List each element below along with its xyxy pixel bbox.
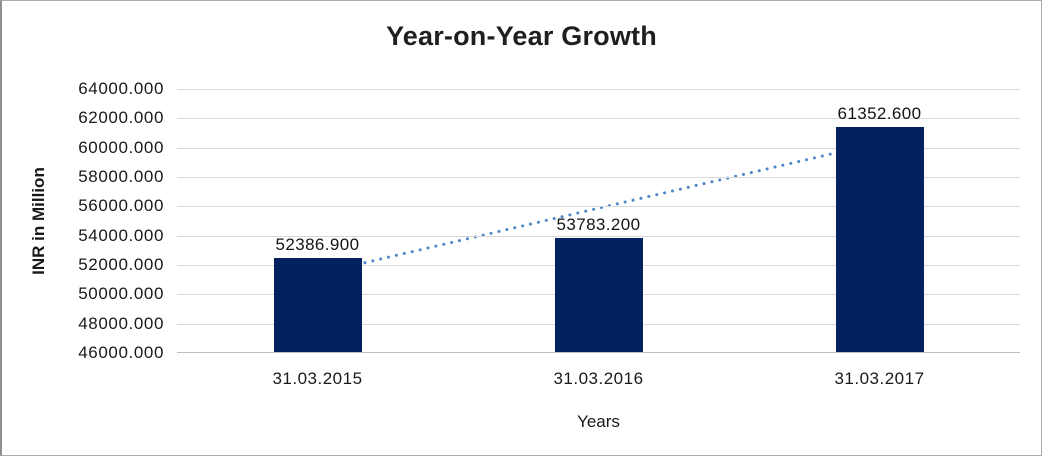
x-tick-label: 31.03.2016 [553, 369, 644, 388]
x-tick-label: 31.03.2017 [834, 369, 925, 388]
bar [273, 258, 362, 352]
gridline [177, 147, 1020, 149]
bar [835, 126, 924, 352]
x-tick-label: 31.03.2015 [272, 369, 363, 388]
bar-value-label: 53783.200 [556, 214, 641, 234]
y-tick-label: 46000.000 [78, 343, 164, 362]
gridline [177, 89, 1020, 90]
y-tick-label: 48000.000 [78, 313, 164, 333]
trendline-layer [316, 141, 881, 276]
y-tick-label: 54000.000 [78, 225, 164, 245]
gridline [177, 206, 1020, 208]
bar [554, 237, 643, 352]
y-tick-label: 56000.000 [78, 196, 164, 216]
y-tick-label: 64000.000 [78, 79, 164, 98]
x-axis-title: Years [577, 412, 620, 431]
y-tick-label: 60000.000 [78, 137, 164, 157]
trendline [316, 141, 881, 276]
y-tick-label: 62000.000 [78, 108, 164, 128]
plot-area [177, 89, 1020, 353]
y-tick-label: 52000.000 [78, 255, 164, 274]
bar-value-label: 61352.600 [837, 103, 922, 123]
bar-value-label: 52386.900 [275, 235, 360, 255]
chart-title: Year-on-Year Growth [386, 21, 657, 51]
gridline [177, 235, 1020, 237]
y-tick-label: 58000.000 [78, 167, 164, 186]
gridline [177, 118, 1020, 120]
gridline [177, 177, 1020, 178]
y-tick-label: 50000.000 [78, 284, 164, 304]
